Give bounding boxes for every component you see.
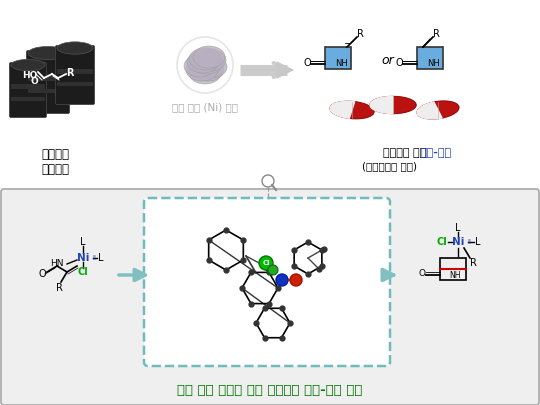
Text: Cl: Cl (437, 237, 447, 247)
Polygon shape (370, 96, 416, 113)
Ellipse shape (193, 46, 225, 68)
Text: R: R (470, 258, 476, 268)
Text: 의약품의 원료: 의약품의 원료 (383, 148, 430, 158)
Polygon shape (417, 101, 459, 119)
Text: or: or (382, 53, 394, 66)
Circle shape (276, 274, 288, 286)
Text: NH: NH (449, 271, 461, 281)
Text: L: L (80, 237, 86, 247)
Polygon shape (370, 96, 393, 113)
Ellipse shape (192, 59, 224, 81)
FancyBboxPatch shape (417, 47, 443, 69)
Text: O: O (395, 58, 403, 68)
Text: 반응 경로 조절을 통한 선택적인 베타-락탐 형성: 반응 경로 조절을 통한 선택적인 베타-락탐 형성 (177, 384, 363, 396)
Text: HO: HO (22, 72, 38, 81)
Text: Cl: Cl (262, 260, 270, 266)
Polygon shape (330, 101, 355, 118)
Text: Ni: Ni (77, 253, 89, 263)
Text: NH: NH (336, 58, 348, 68)
Bar (0, 0, 540, 188)
Text: 베타-락탐: 베타-락탐 (421, 148, 452, 158)
Ellipse shape (195, 56, 227, 78)
Text: NH: NH (428, 58, 441, 68)
Text: O: O (30, 77, 38, 87)
Ellipse shape (186, 59, 218, 81)
Text: Ni: Ni (452, 237, 464, 247)
Bar (57, 82, 93, 86)
Text: L: L (475, 237, 481, 247)
Ellipse shape (187, 51, 219, 73)
Text: Cl: Cl (78, 267, 89, 277)
Bar (28, 89, 68, 93)
Ellipse shape (194, 49, 226, 71)
Text: O: O (418, 269, 426, 279)
FancyBboxPatch shape (1, 189, 539, 405)
Bar (11, 97, 45, 101)
Text: O: O (303, 58, 311, 68)
FancyBboxPatch shape (144, 198, 390, 366)
Polygon shape (330, 101, 374, 119)
Bar (11, 84, 45, 89)
Text: R: R (356, 29, 363, 39)
Ellipse shape (189, 48, 221, 70)
Ellipse shape (28, 47, 68, 60)
Ellipse shape (57, 42, 93, 54)
Text: HN: HN (50, 260, 64, 269)
Ellipse shape (189, 62, 221, 84)
Text: R: R (66, 68, 74, 78)
Circle shape (259, 256, 273, 270)
Text: 값싼 니켈 (Ni) 촉매: 값싼 니켈 (Ni) 촉매 (172, 102, 238, 112)
FancyBboxPatch shape (10, 62, 46, 117)
Ellipse shape (184, 55, 216, 77)
Bar (28, 76, 68, 81)
Text: R: R (433, 29, 440, 39)
Text: L: L (98, 253, 104, 263)
Text: R: R (56, 283, 63, 293)
FancyBboxPatch shape (325, 47, 351, 69)
Text: L: L (455, 223, 461, 233)
FancyBboxPatch shape (26, 51, 70, 113)
Text: II: II (467, 239, 471, 245)
Ellipse shape (11, 59, 45, 71)
Text: II: II (92, 255, 96, 261)
Bar (57, 69, 93, 74)
FancyBboxPatch shape (56, 45, 94, 104)
Polygon shape (417, 102, 442, 119)
Text: O: O (38, 269, 46, 279)
Circle shape (290, 274, 302, 286)
Ellipse shape (191, 52, 223, 74)
Circle shape (268, 265, 278, 275)
Text: 탄화수소
원료물질: 탄화수소 원료물질 (41, 148, 69, 176)
Text: (고부가가치 물질): (고부가가치 물질) (362, 161, 417, 171)
